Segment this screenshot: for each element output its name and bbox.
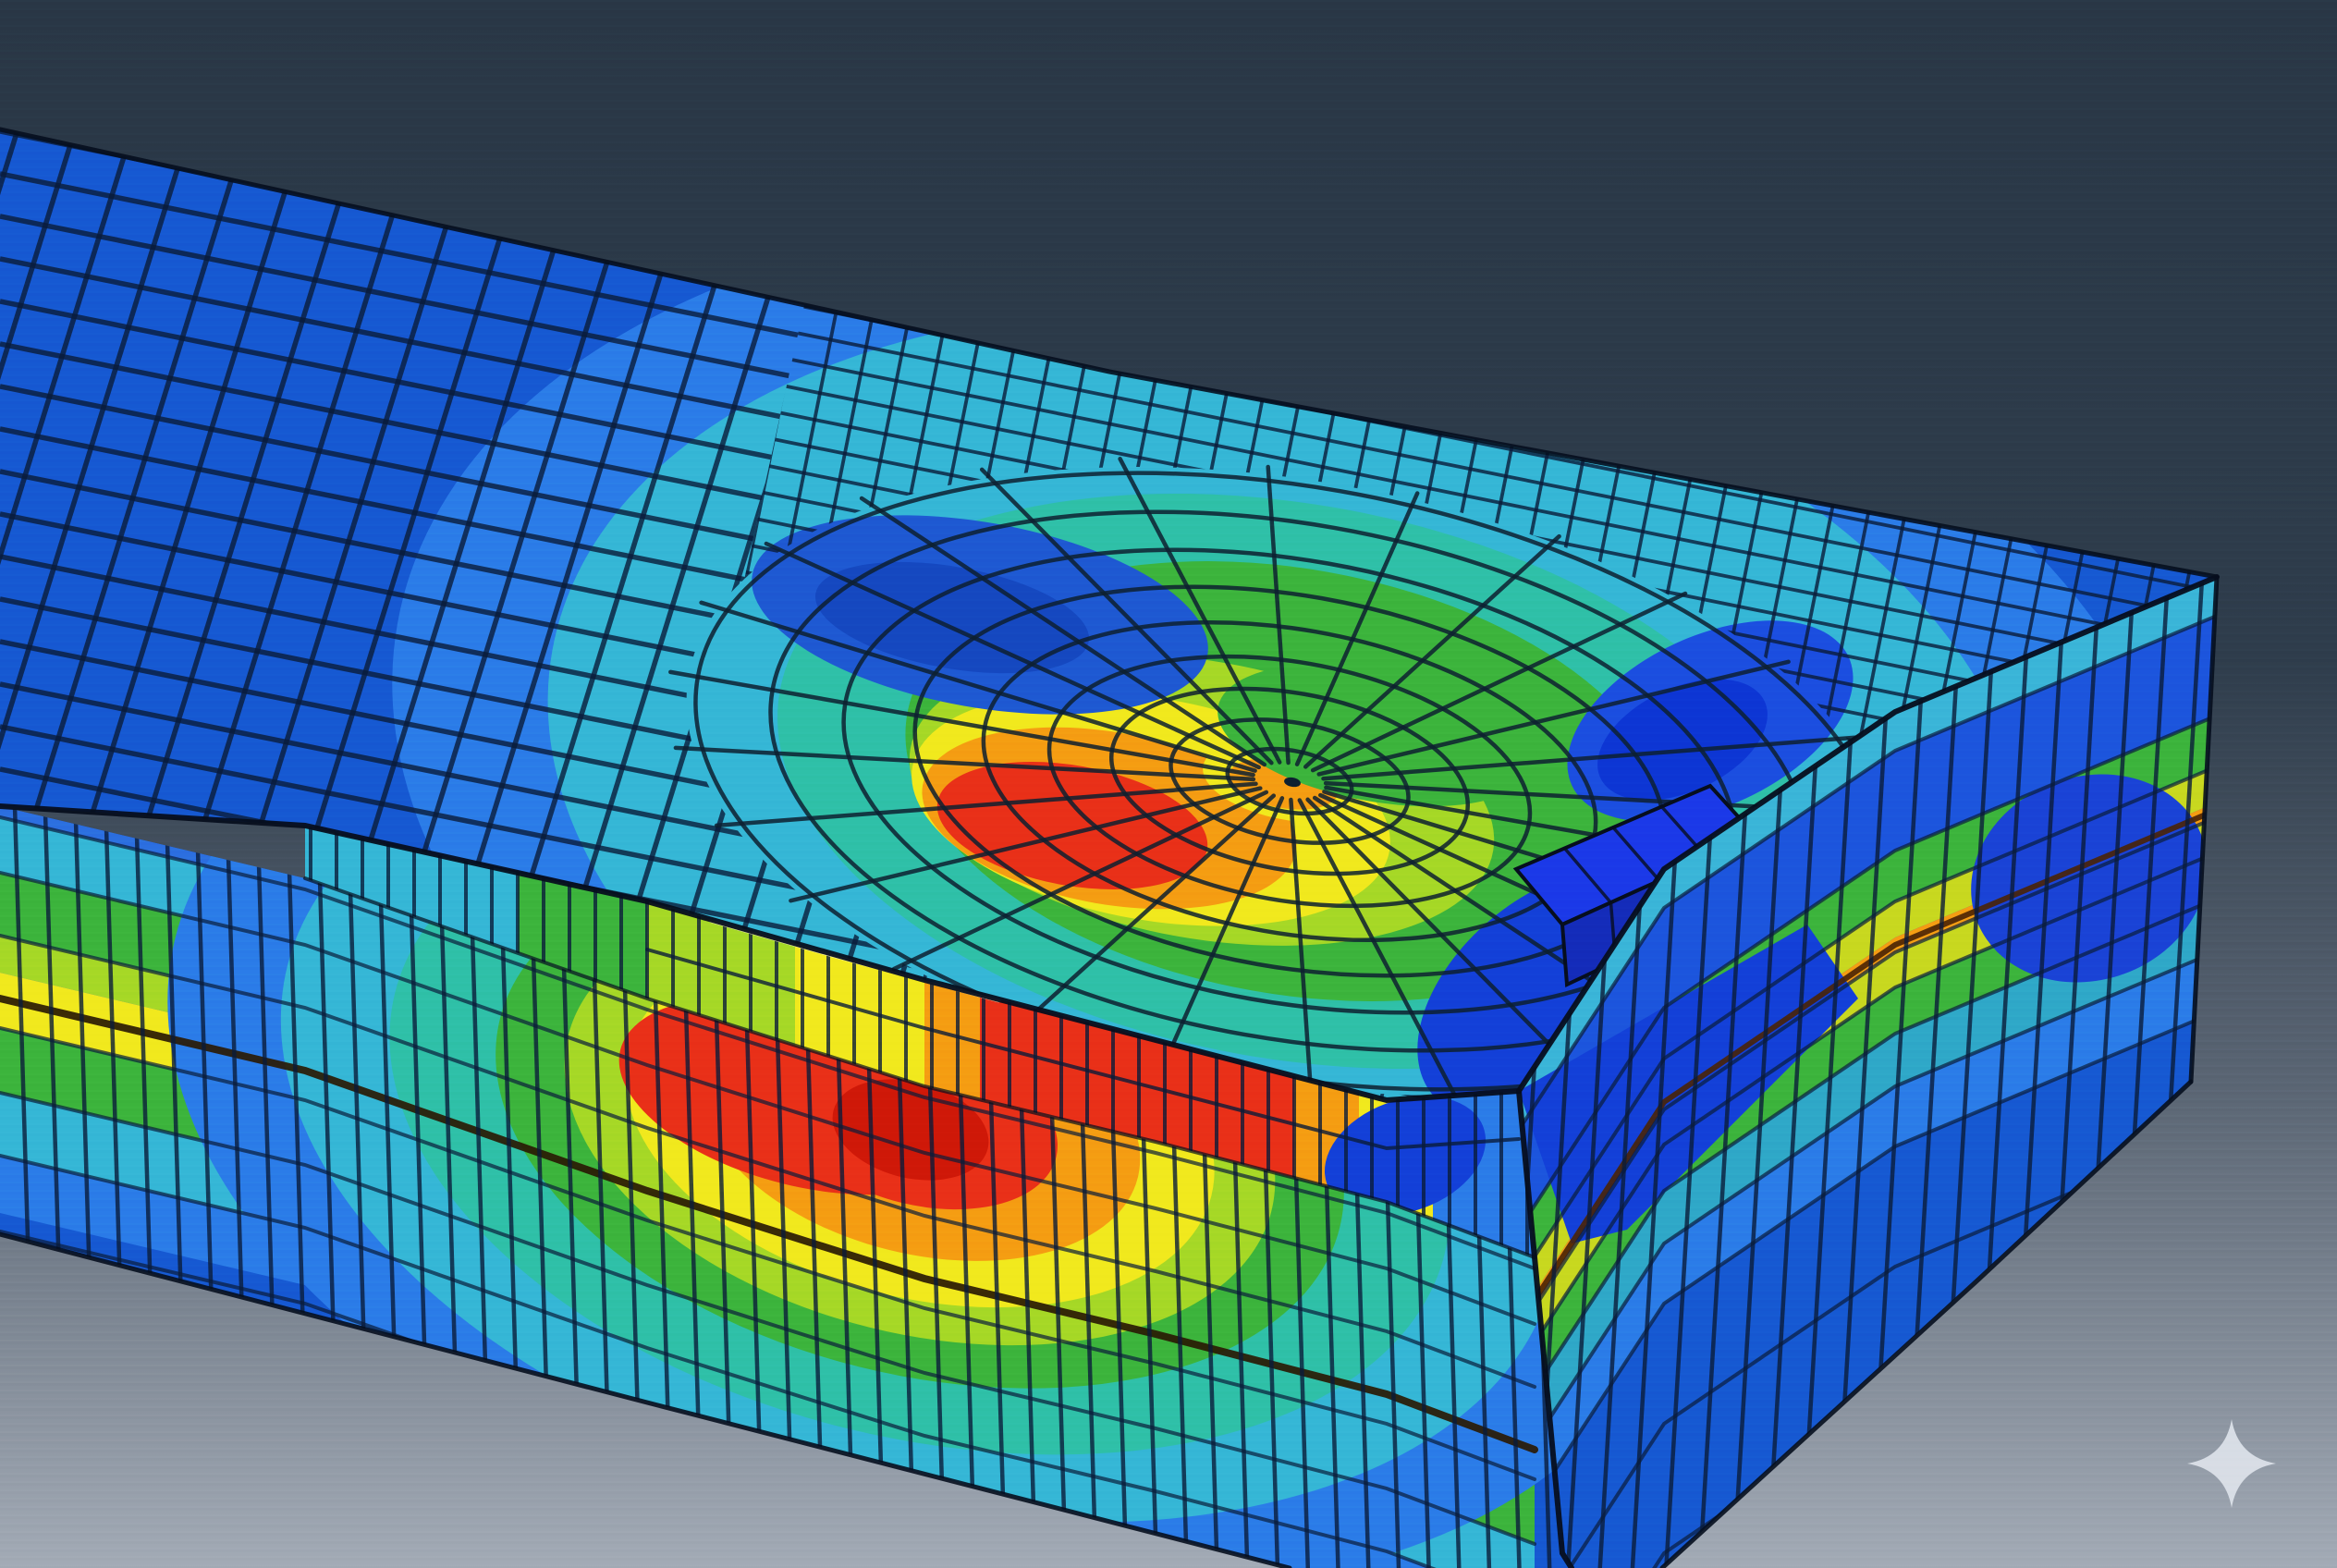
model-block xyxy=(0,55,2337,1568)
block-edges xyxy=(0,127,2220,1568)
sparkle-icon xyxy=(2187,1419,2276,1508)
deformed-step-band xyxy=(305,826,1535,1257)
right-face xyxy=(1519,577,2217,1568)
